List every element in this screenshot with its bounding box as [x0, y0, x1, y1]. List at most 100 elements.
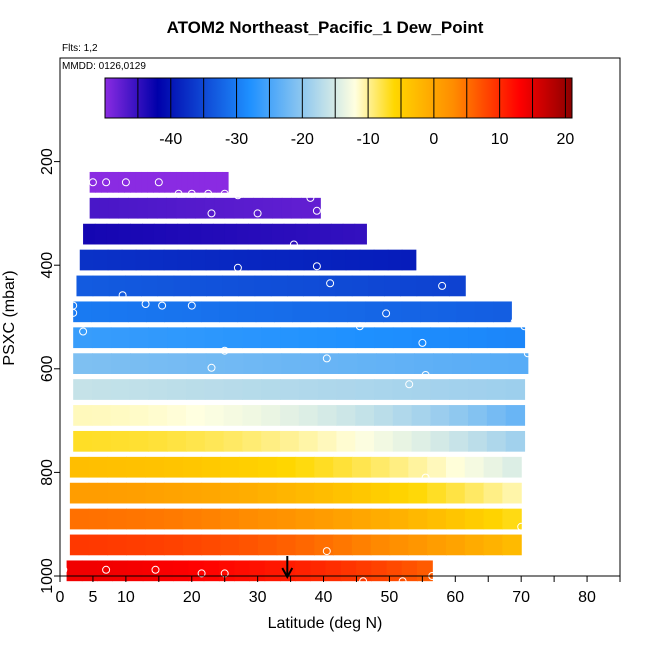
heatmap-cell: [186, 327, 206, 349]
heatmap-cell: [224, 197, 235, 219]
heatmap-cell: [248, 223, 261, 245]
heatmap-cell: [416, 275, 434, 297]
heatmap-cell: [433, 353, 453, 374]
heatmap-cell: [167, 379, 187, 400]
heatmap-cell: [486, 430, 507, 452]
observation-point: [102, 565, 111, 574]
heatmap-cell: [92, 353, 112, 374]
heatmap-cell: [182, 508, 203, 530]
heatmap-cell: [314, 508, 334, 530]
heatmap-cell: [411, 379, 432, 400]
heatmap-cell: [448, 275, 466, 297]
heatmap-cell: [351, 482, 372, 504]
heatmap-cell: [281, 353, 302, 374]
heatmap-cell: [276, 534, 297, 556]
heatmap-cell: [280, 430, 300, 452]
heatmap-cell: [203, 560, 220, 582]
observation-point: [289, 240, 298, 249]
heatmap-cell: [176, 171, 183, 193]
colorbar: -40 -30 -20 -10 0 10 20: [104, 77, 574, 148]
observation-point: [141, 300, 150, 308]
colorbar-tick-label: 10: [491, 131, 509, 148]
heatmap-cell: [130, 223, 143, 245]
observation-point: [312, 206, 321, 215]
heatmap-cell: [223, 327, 244, 349]
heatmap-cell: [107, 508, 127, 530]
heatmap-cell: [125, 275, 142, 297]
heatmap-cell: [401, 301, 421, 323]
heatmap-cell: [107, 534, 127, 556]
heatmap-cell: [176, 197, 187, 219]
heatmap-cell: [464, 456, 485, 478]
heatmap-cell: [389, 456, 409, 478]
marker-arrow-head: [281, 567, 294, 580]
heatmap-cell: [347, 301, 366, 323]
heatmap-cell: [330, 223, 344, 245]
heatmap-cell: [317, 405, 338, 426]
heatmap-cell: [69, 482, 90, 504]
heatmap-cell: [149, 249, 165, 271]
heatmap-cell: [69, 508, 90, 530]
heatmap-cell: [370, 534, 391, 556]
heatmap-cell: [145, 534, 165, 556]
heatmap-cell: [233, 249, 249, 271]
heatmap-cell: [153, 223, 167, 245]
heatmap-cell: [94, 223, 108, 245]
heatmap-cell: [298, 327, 319, 349]
heatmap-cell: [449, 327, 469, 349]
heatmap-cell: [142, 560, 159, 582]
x-axis-label: Latitude (deg N): [267, 615, 383, 632]
heatmap-cell: [374, 430, 394, 452]
heatmap-cell: [110, 430, 131, 452]
x-tick-label: 30: [249, 589, 267, 606]
x-tick-label: 0: [56, 589, 65, 606]
y-axis: 200 400 600 800 1000: [39, 148, 60, 594]
heatmap-cell: [310, 301, 330, 323]
heatmap-cell: [355, 379, 375, 400]
observation-point: [382, 309, 391, 318]
heatmap-cell: [430, 430, 450, 452]
heatmap-cell: [88, 508, 109, 530]
heatmap-cell: [148, 379, 168, 400]
observation-point: [220, 346, 229, 355]
heatmap-cell: [206, 275, 223, 297]
x-axis: 0 5 10 20 30 40 50 60 70 80: [56, 576, 621, 606]
heatmap-cell: [272, 197, 283, 219]
heatmap-cell: [303, 249, 319, 271]
observation-point: [220, 189, 229, 198]
heatmap-cell: [201, 508, 221, 530]
heatmap-cell: [283, 223, 297, 245]
heatmap-cell: [264, 560, 281, 582]
observation-point: [151, 565, 160, 574]
heatmap-cell: [333, 508, 353, 530]
heatmap-cell: [474, 301, 494, 323]
heatmap-cell: [411, 405, 432, 426]
heatmap-cell: [91, 405, 112, 426]
heatmap-cell: [91, 327, 112, 349]
heatmap-cell: [261, 379, 281, 400]
heatmap-cell: [374, 405, 394, 426]
heatmap-cell: [427, 482, 447, 504]
heatmap-cell: [220, 456, 240, 478]
heatmap-cell: [374, 327, 394, 349]
heatmap-cell: [146, 301, 166, 323]
heatmap-cell: [186, 430, 206, 452]
heatmap-cell: [239, 508, 259, 530]
heatmap-cell: [328, 301, 348, 323]
heatmap-cell: [88, 482, 109, 504]
heatmap-cell: [205, 353, 226, 374]
observation-point: [118, 291, 127, 300]
x-tick-label: 70: [512, 589, 530, 606]
heatmap-cell: [216, 171, 223, 193]
heatmap-cell: [468, 430, 488, 452]
heatmap-cell: [295, 223, 308, 245]
dates-annotation: MMDD: 0126,0129: [62, 61, 146, 72]
heatmap-cell: [262, 353, 283, 374]
heatmap-cell: [493, 301, 512, 323]
heatmap-cell: [108, 275, 126, 297]
heatmap-cell: [317, 249, 333, 271]
heatmap-cell: [182, 456, 203, 478]
heatmap-cell: [201, 223, 214, 245]
heatmap-cell: [130, 353, 150, 374]
heatmap-cell: [170, 171, 177, 193]
